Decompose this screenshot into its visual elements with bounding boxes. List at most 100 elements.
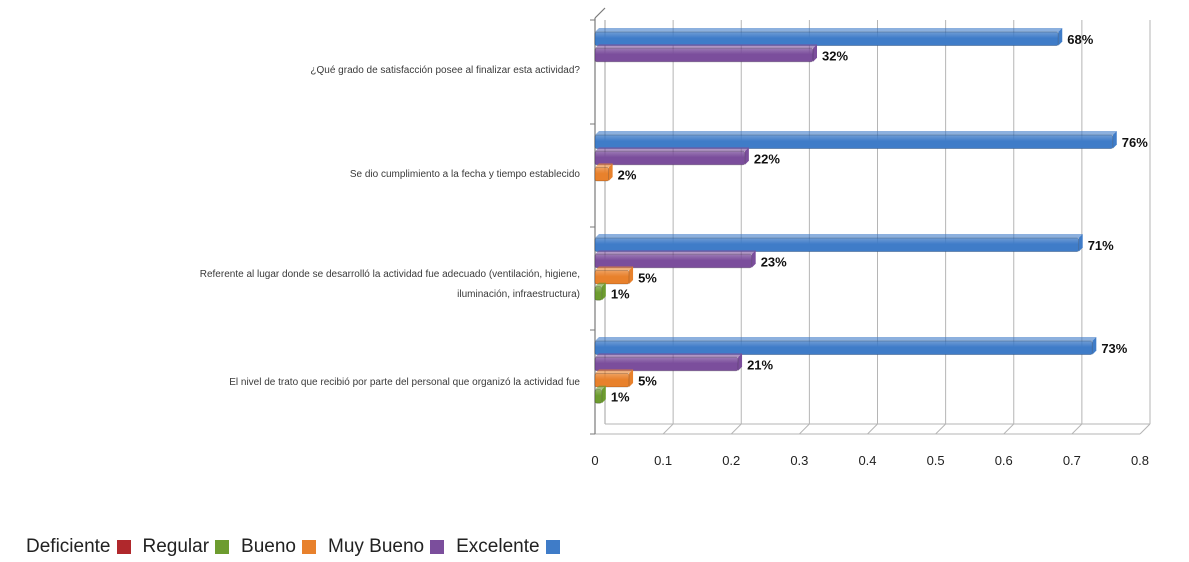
bar-excelente [595, 341, 1093, 355]
bar-regular [595, 389, 602, 404]
bar-outline [594, 269, 630, 285]
data-label: 76% [1122, 135, 1148, 150]
bar-top-face [595, 385, 606, 390]
data-label: 5% [638, 271, 657, 286]
bar-end-cap [738, 353, 743, 371]
category-label: Referente al lugar donde se desarrolló l… [200, 269, 580, 300]
legend-swatch [116, 540, 131, 554]
gridlines [662, 20, 1151, 435]
bar-top-face [595, 353, 743, 358]
data-label: 1% [611, 390, 630, 405]
bar-top-face [595, 337, 1097, 341]
data-label: 2% [618, 168, 637, 183]
bar-top-face [595, 369, 634, 374]
bar-end-cap [601, 385, 606, 404]
floor-line [1003, 423, 1015, 435]
legend-label: Regular [142, 536, 210, 557]
bar-top-face [595, 131, 1117, 135]
labels: 0 0.1 0.2 0.3 0.4 0.5 0.6 0.7 0.8 ¿Qué grado de s… [200, 32, 1149, 468]
legend-swatch [302, 540, 316, 554]
floor-line [1139, 423, 1151, 435]
bar-outline [594, 150, 746, 166]
bar-chart: 0 0.1 0.2 0.3 0.4 0.5 0.6 0.7 0.8 ¿Qué grado de s… [200, 7, 1151, 468]
bar-top-face [595, 147, 749, 152]
data-label: 32% [822, 48, 848, 63]
data-label: 21% [747, 357, 773, 372]
x-tick-label: 0.7 [1063, 453, 1081, 468]
bar-outline [594, 134, 1114, 150]
bar-muy-bueno [595, 254, 752, 268]
category-label: ¿Qué grado de satisfacción posee al fina… [310, 65, 580, 76]
bar-outline [594, 372, 630, 388]
floor-line [799, 423, 810, 435]
data-label: 22% [754, 151, 780, 166]
bar-outline [594, 340, 1093, 356]
bar-end-cap [1078, 234, 1083, 252]
bar-end-cap [608, 163, 613, 181]
legend-label: Deficiente [26, 536, 111, 557]
data-label: 68% [1067, 32, 1093, 47]
legend-label: Bueno [241, 536, 296, 557]
bar-outline [594, 286, 603, 301]
bar-outline [594, 31, 1059, 47]
floor-line [662, 423, 674, 435]
legend-label: Muy Bueno [328, 536, 425, 557]
bar-bueno [595, 167, 609, 181]
x-tick-label: 0.1 [654, 453, 672, 468]
bar-regular [595, 286, 602, 301]
legend-swatch [215, 540, 230, 554]
bar-top-face [595, 28, 1063, 32]
x-tick-label: 0.8 [1131, 453, 1149, 468]
bar-end-cap [1058, 28, 1063, 46]
category-label: El nivel de trato que recibió por parte … [229, 377, 580, 388]
bar-end-cap [751, 250, 756, 268]
category-label: Se dio cumplimiento a la fecha y tiempo … [350, 169, 581, 180]
data-label: 23% [761, 254, 787, 269]
bar-end-cap [629, 369, 634, 387]
legend-swatch [430, 540, 445, 554]
bars [594, 28, 1117, 404]
bar-outline [594, 166, 610, 182]
bar-outline [594, 237, 1080, 253]
bar-muy-bueno [595, 357, 739, 371]
bar-top-face [595, 44, 817, 49]
data-label: 71% [1088, 238, 1114, 253]
legend-label: Excelente [456, 536, 540, 557]
bar-muy-bueno [595, 151, 745, 165]
data-label: 73% [1101, 341, 1127, 356]
bar-excelente [595, 238, 1079, 252]
x-tick-label: 0.6 [995, 453, 1013, 468]
axis-depth-line [594, 7, 606, 19]
floor-line [730, 423, 742, 435]
data-label: 1% [611, 287, 630, 302]
bar-outline [594, 356, 739, 372]
bar-excelente [595, 32, 1059, 46]
bar-end-cap [1112, 131, 1117, 149]
floor-line [867, 423, 878, 435]
floor-line [1071, 423, 1083, 435]
bar-top-face [595, 282, 606, 287]
bar-outline [594, 253, 753, 269]
bar-top-face [595, 234, 1083, 238]
x-tick-label: 0.5 [927, 453, 945, 468]
bar-outline [594, 47, 814, 63]
bar-top-face [595, 266, 634, 271]
x-tick-label: 0.4 [858, 453, 876, 468]
x-tick-label: 0.2 [722, 453, 740, 468]
bar-end-cap [744, 147, 749, 165]
legend: Deficiente Regular Bueno Muy Bueno Excelente [26, 534, 572, 560]
legend-swatch [545, 540, 560, 554]
bar-bueno [595, 270, 630, 284]
bar-top-face [595, 163, 613, 168]
floor-line [935, 423, 946, 435]
bar-bueno [595, 373, 630, 387]
x-tick-label: 0.3 [790, 453, 808, 468]
bar-end-cap [629, 266, 634, 284]
bar-excelente [595, 135, 1113, 149]
x-tick-label: 0 [591, 453, 598, 468]
bar-end-cap [813, 44, 817, 62]
data-label: 5% [638, 374, 657, 389]
bar-muy-bueno [595, 48, 813, 62]
bar-top-face [595, 250, 756, 255]
bar-outline [594, 389, 603, 404]
